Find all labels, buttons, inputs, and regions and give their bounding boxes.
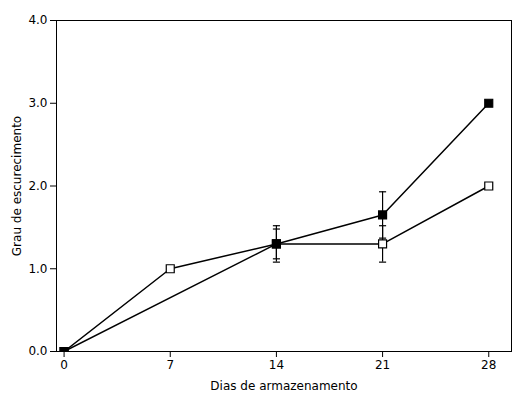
svg-text:Dias de armazenamento: Dias de armazenamento (210, 379, 357, 393)
svg-text:28: 28 (481, 358, 496, 372)
svg-text:0: 0 (60, 358, 68, 372)
svg-text:21: 21 (375, 358, 390, 372)
svg-text:0.0: 0.0 (28, 344, 47, 358)
svg-text:14: 14 (269, 358, 284, 372)
svg-text:Grau de escurecimento: Grau de escurecimento (10, 116, 24, 256)
svg-text:1.0: 1.0 (28, 262, 47, 276)
svg-text:2.0: 2.0 (28, 179, 47, 193)
svg-text:4.0: 4.0 (28, 13, 47, 27)
svg-text:3.0: 3.0 (28, 96, 47, 110)
svg-text:7: 7 (166, 358, 174, 372)
